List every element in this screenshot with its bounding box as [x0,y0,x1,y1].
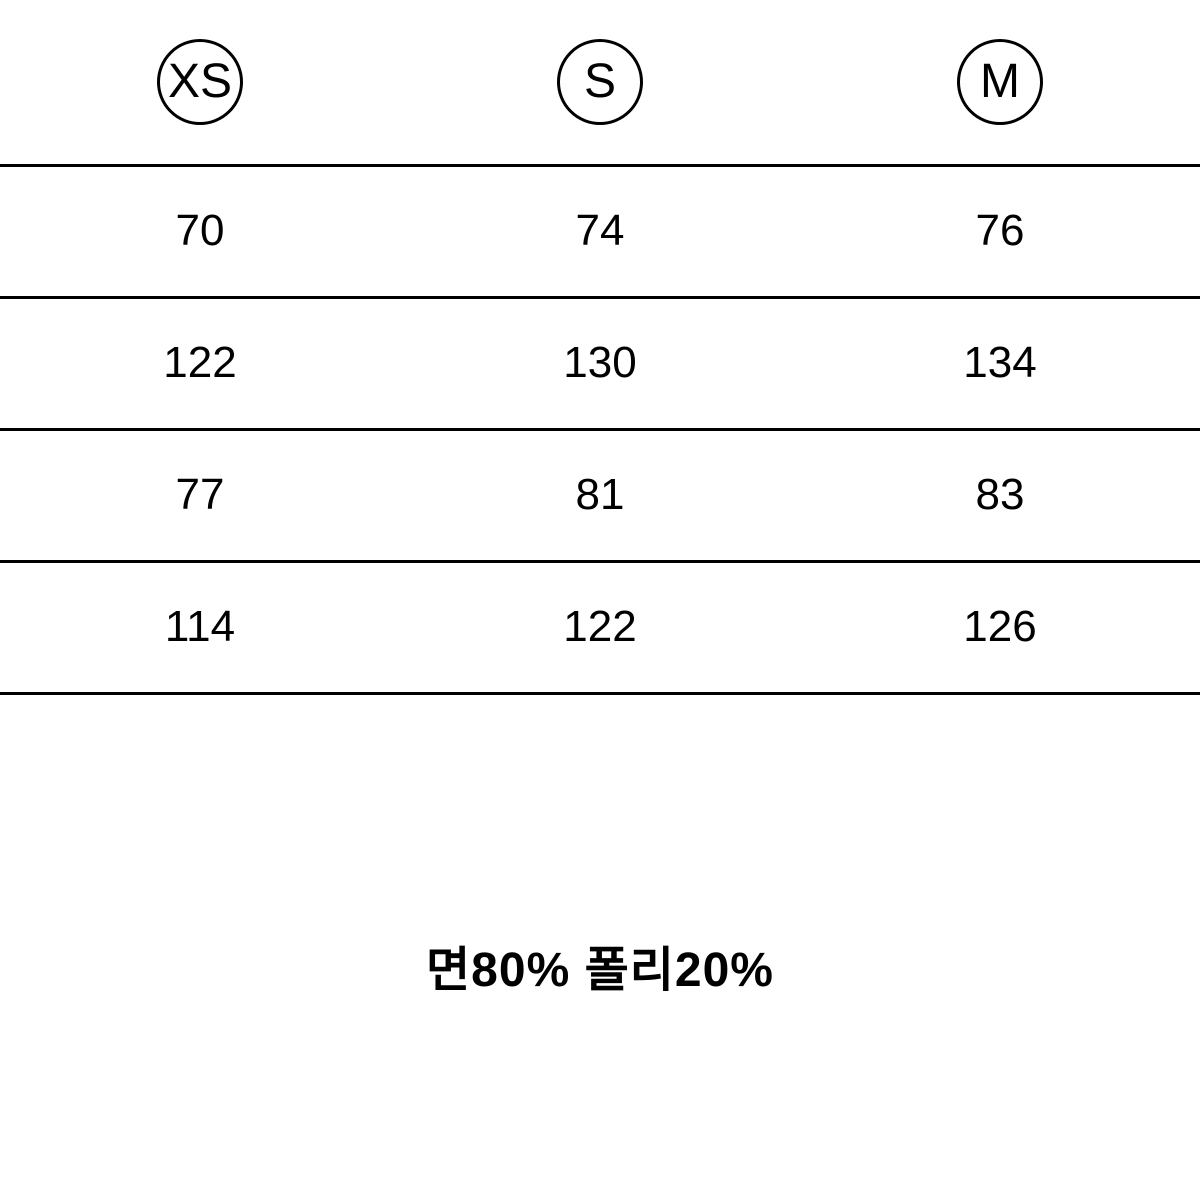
table-cell: 70 [0,165,400,297]
table-cell: 122 [400,561,800,693]
table-cell: 81 [400,429,800,561]
column-header-cell: S [400,0,800,165]
size-badge-xs: XS [157,39,243,125]
table-cell: 126 [800,561,1200,693]
table-cell: 134 [800,297,1200,429]
column-header-cell: XS [0,0,400,165]
table-row: 77 81 83 [0,429,1200,561]
size-table: XS S M 70 74 76 122 130 134 [0,0,1200,695]
table-header-row: XS S M [0,0,1200,165]
table-row: 122 130 134 [0,297,1200,429]
table-cell: 114 [0,561,400,693]
table-cell: 77 [0,429,400,561]
size-badge-m: M [957,39,1043,125]
table-row: 114 122 126 [0,561,1200,693]
size-chart-container: XS S M 70 74 76 122 130 134 [0,0,1200,1200]
column-header-cell: M [800,0,1200,165]
table-cell: 122 [0,297,400,429]
table-cell: 76 [800,165,1200,297]
table-cell: 130 [400,297,800,429]
table-cell: 74 [400,165,800,297]
table-row: 70 74 76 [0,165,1200,297]
material-composition-label: 면80% 폴리20% [0,930,1200,1000]
table-cell: 83 [800,429,1200,561]
size-badge-s: S [557,39,643,125]
